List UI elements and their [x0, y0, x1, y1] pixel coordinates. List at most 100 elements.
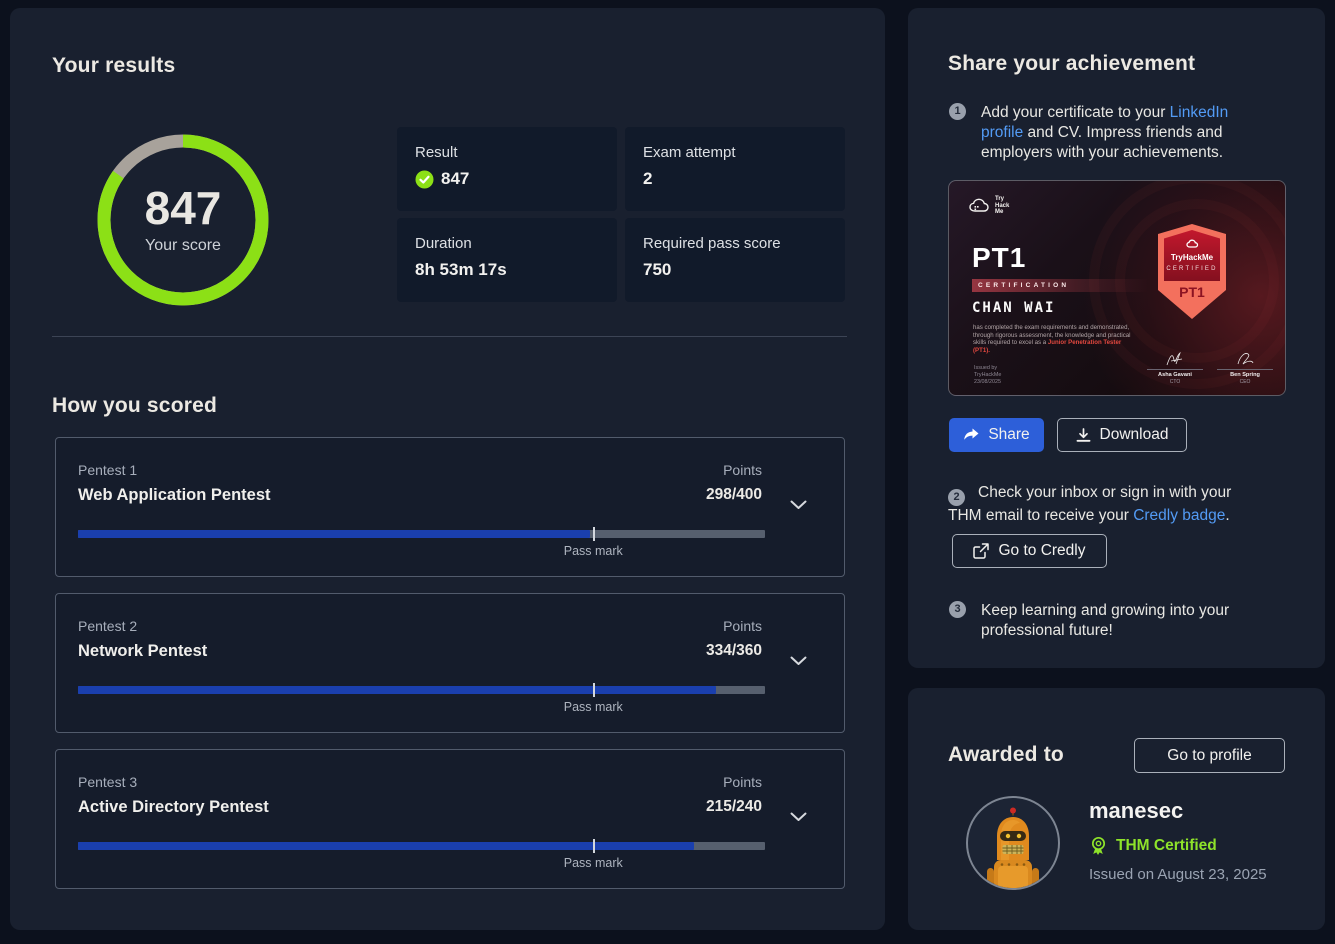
score-bar: Pass mark: [78, 839, 765, 870]
step-3: 3 Keep learning and growing into your pr…: [949, 601, 1249, 641]
step-3-badge: 3: [949, 601, 966, 618]
tryhackme-logo: Try Hack Me: [969, 196, 1009, 216]
score-bar-fill: [78, 842, 694, 850]
pass-mark-tick: [593, 683, 596, 697]
signature-role: CTO: [1169, 379, 1181, 385]
how-you-scored-title: How you scored: [52, 394, 217, 417]
download-icon: [1076, 427, 1090, 442]
linkedin-profile-link[interactable]: LinkedIn profile: [981, 104, 1229, 141]
check-circle-icon: [415, 170, 434, 188]
thm-certified-badge: THM Certified: [1089, 836, 1217, 856]
step-1-text: Add your certificate to your: [981, 104, 1170, 121]
stat-card-pass-score: Required pass score 750: [625, 218, 845, 302]
step-1: 1 Add your certificate to your LinkedIn …: [949, 103, 1249, 163]
points-label: Points: [723, 462, 762, 478]
results-title: Your results: [52, 54, 176, 77]
pass-mark-label: Pass mark: [563, 856, 623, 870]
pentest-card-2[interactable]: Pentest 2 Network Pentest Points 334/360…: [55, 593, 845, 733]
step-1-text-after: and CV. Impress friends and employers wi…: [981, 124, 1224, 161]
username[interactable]: manesec: [1089, 798, 1184, 823]
score-bar: Pass mark: [78, 683, 765, 714]
external-link-icon: [973, 543, 990, 559]
chevron-down-icon[interactable]: [790, 656, 807, 666]
stat-card-attempt: Exam attempt 2: [625, 127, 845, 211]
stat-value: 8h 53m 17s: [415, 260, 507, 279]
svg-text:PT1: PT1: [1179, 284, 1205, 300]
pentest-title: Web Application Pentest: [78, 486, 271, 504]
share-title: Share your achievement: [948, 52, 1196, 75]
certified-shield-badge: TryHackMe CERTIFIED PT1: [1158, 224, 1226, 319]
points-value: 298/400: [705, 486, 762, 503]
cloud-icon: [1186, 239, 1199, 248]
stats-grid: Result 847 Exam attempt 2 Duration 8h 53…: [397, 127, 845, 302]
signature-icon: [1237, 353, 1254, 365]
pentest-title: Network Pentest: [78, 642, 208, 660]
share-panel: Share your achievement 1 Add your certif…: [908, 8, 1325, 668]
score-ring-progress: [97, 134, 269, 306]
score-label: Your score: [145, 237, 221, 254]
chevron-down-icon[interactable]: [790, 812, 807, 822]
pass-mark-label: Pass mark: [563, 700, 623, 714]
download-button-label: Download: [1099, 426, 1169, 443]
score-bar: Pass mark: [78, 527, 765, 558]
pass-mark-tick: [593, 527, 596, 541]
points-label: Points: [723, 618, 762, 634]
certification-band: CERTIFICATION: [978, 282, 1070, 289]
results-panel: Your results 847 Your score Result 847 E…: [10, 8, 885, 930]
svg-text:TryHackMe: TryHackMe: [1171, 253, 1214, 262]
score-bar-fill: [78, 686, 716, 694]
step-2: 2 Check your inbox or sign in with your T…: [948, 483, 1253, 526]
certificate-issued-by: Issued by TryHackMe 23/08/2025: [974, 365, 1002, 385]
points-value: 334/360: [705, 642, 762, 659]
step-2-text: Check your inbox or sign in with your TH…: [948, 484, 1232, 524]
download-button[interactable]: Download: [1057, 418, 1187, 452]
logo-line: Me: [995, 209, 1004, 215]
stat-value: 847: [441, 169, 470, 188]
step-2-badge: 2: [948, 489, 965, 506]
signature-name: Ben Spring: [1230, 372, 1260, 378]
pentest-subtitle: Pentest 3: [78, 774, 138, 790]
score-value: 847: [144, 182, 222, 234]
logo-line: Hack: [995, 202, 1010, 209]
cloud-icon: [969, 198, 989, 212]
score-ring: [97, 134, 269, 306]
points-value: 215/240: [705, 798, 762, 815]
pentest-subtitle: Pentest 2: [78, 618, 138, 634]
stat-card-result: Result 847: [397, 127, 617, 211]
medal-icon: [1091, 836, 1106, 855]
signature-icon: [1166, 351, 1183, 366]
logo-line: Try: [995, 196, 1005, 202]
score-bar-fill: [78, 530, 590, 538]
issued-date: Issued on August 23, 2025: [1089, 866, 1267, 883]
stat-label: Exam attempt: [643, 144, 736, 161]
go-to-credly-button[interactable]: Go to Credly: [952, 534, 1107, 568]
pass-mark-tick: [593, 839, 596, 853]
stat-card-duration: Duration 8h 53m 17s: [397, 218, 617, 302]
certificate-title: PT1: [972, 242, 1027, 273]
step-1-badge: 1: [949, 103, 966, 120]
go-to-profile-button[interactable]: Go to profile: [1134, 738, 1285, 773]
pentest-card-1[interactable]: Pentest 1 Web Application Pentest Points…: [55, 437, 845, 577]
share-button[interactable]: Share: [949, 418, 1044, 452]
stat-value: 750: [643, 260, 672, 279]
awarded-title: Awarded to: [948, 743, 1064, 766]
signature-role: CEO: [1239, 379, 1251, 385]
credly-badge-link[interactable]: Credly badge: [1133, 507, 1226, 524]
robot-avatar-icon: [987, 807, 1039, 888]
awarded-panel: Awarded to Go to profile: [908, 688, 1325, 930]
score-gauge: 847 Your score: [87, 126, 279, 314]
avatar[interactable]: [966, 796, 1060, 890]
step-3-text: Keep learning and growing into your prof…: [981, 602, 1230, 639]
chevron-down-icon[interactable]: [790, 500, 807, 510]
certificate-preview[interactable]: Try Hack Me PT1 CERTIFICATION CHAN WAI h…: [948, 180, 1286, 396]
thm-certified-label: THM Certified: [1116, 837, 1217, 854]
step-2-text-after: .: [1225, 507, 1230, 524]
profile-button-label: Go to profile: [1167, 746, 1252, 764]
divider: [52, 336, 847, 337]
pentest-title: Active Directory Pentest: [78, 798, 269, 816]
stat-label: Duration: [415, 235, 472, 252]
svg-text:CERTIFIED: CERTIFIED: [1166, 266, 1217, 272]
stat-label: Required pass score: [643, 235, 781, 252]
pentest-card-3[interactable]: Pentest 3 Active Directory Pentest Point…: [55, 749, 845, 889]
stat-value: 2: [643, 169, 653, 188]
